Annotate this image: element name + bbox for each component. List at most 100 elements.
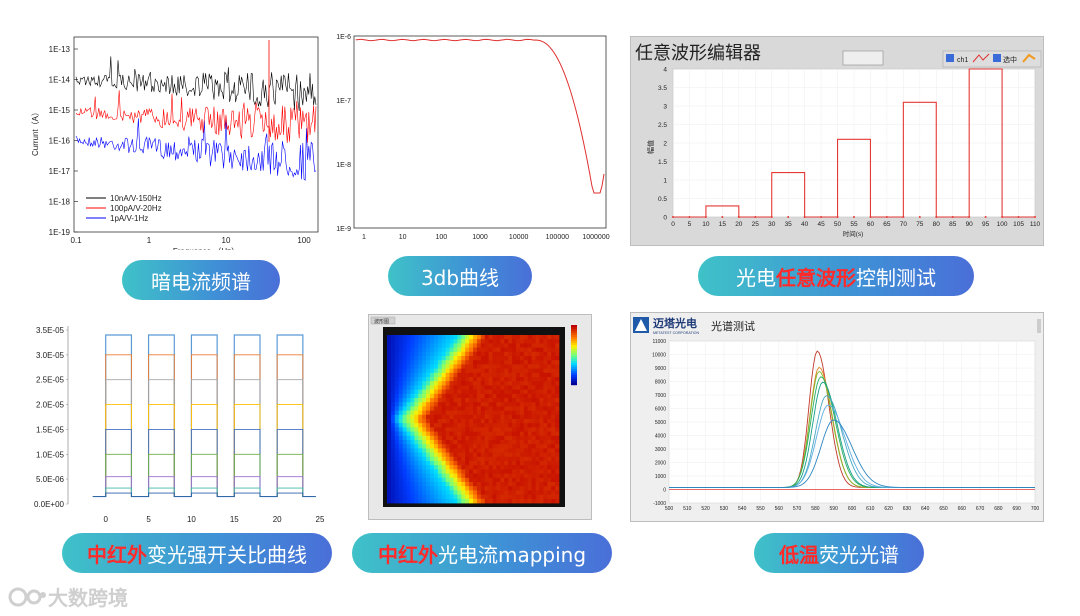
heatmap-cell (430, 351, 435, 357)
heatmap-cell (539, 347, 544, 353)
heatmap-cell (500, 381, 505, 386)
heatmap-cell (430, 427, 435, 432)
heatmap-cell (508, 339, 513, 344)
heatmap-cell (535, 351, 540, 357)
heatmap-cell (484, 482, 490, 487)
waveform-point (836, 216, 839, 218)
heatmap-cell (519, 465, 525, 470)
heatmap-cell (441, 498, 447, 504)
heatmap-cell (516, 494, 521, 500)
heatmap-cell (531, 444, 536, 449)
heatmap-cell (410, 469, 415, 474)
heatmap-cell (465, 435, 470, 441)
heatmap-cell (480, 448, 486, 453)
heatmap-cell (437, 414, 443, 420)
heatmap-cell (418, 435, 423, 441)
heatmap-cell (410, 419, 415, 424)
heatmap-cell (441, 473, 447, 479)
x-tick-label: 0 (103, 515, 108, 524)
heatmap-cell (441, 486, 447, 491)
heatmap-cell (394, 351, 400, 357)
heatmap-cell (519, 482, 525, 487)
heatmap-cell (387, 335, 392, 340)
heatmap-cell (422, 423, 427, 428)
heatmap-cell (457, 469, 462, 474)
heatmap-cell (437, 469, 443, 474)
x-tick-label: 580 (811, 506, 820, 512)
heatmap-cell (402, 402, 407, 407)
heatmap-cell (449, 444, 454, 449)
heatmap-cell (445, 368, 450, 374)
heatmap-cell (539, 431, 544, 437)
heatmap-cell (555, 335, 560, 340)
heatmap-cell (430, 398, 435, 403)
heatmap-cell (437, 477, 443, 483)
heatmap-cell (433, 482, 439, 487)
heatmap-cell (433, 402, 439, 407)
heatmap-cell (461, 351, 466, 357)
heatmap-cell (414, 410, 419, 416)
heatmap-cell (394, 440, 400, 445)
heatmap-cell (394, 456, 400, 462)
heatmap-cell (387, 486, 392, 491)
heatmap-cell (519, 335, 525, 340)
heatmap-cell (426, 427, 431, 432)
heatmap-cell (433, 381, 439, 386)
heatmap-cell (430, 406, 435, 411)
heatmap-cell (535, 347, 540, 353)
heatmap-cell (531, 377, 536, 382)
heatmap-cell (390, 368, 396, 374)
heatmap-cell (480, 414, 486, 420)
x-tick-label: 640 (921, 506, 930, 512)
heatmap-cell (492, 477, 497, 483)
heatmap-cell (531, 498, 536, 504)
heatmap-cell (496, 414, 501, 420)
heatmap-cell (508, 360, 513, 365)
heatmap-cell (480, 465, 486, 470)
heatmap-cell (551, 406, 556, 411)
heatmap-cell (394, 444, 400, 449)
heatmap-cell (512, 494, 517, 500)
heatmap-cell (551, 356, 556, 361)
heatmap-cell (414, 414, 419, 420)
heatmap-cell (461, 398, 466, 403)
x-tick-label: 540 (738, 506, 747, 512)
heatmap-cell (441, 389, 447, 395)
waveform-point (1001, 216, 1004, 218)
heatmap-cell (394, 477, 400, 483)
heatmap-cell (457, 385, 462, 390)
heatmap-cell (461, 368, 466, 374)
heatmap-cell (476, 448, 482, 453)
heatmap-cell (390, 372, 396, 378)
heatmap-cell (441, 335, 447, 340)
heatmap-cell (465, 414, 470, 420)
heatmap-cell (547, 381, 552, 386)
heatmap-cell (449, 339, 454, 344)
x-tick-label: 500 (665, 506, 674, 512)
heatmap-cell (457, 414, 462, 420)
heatmap-cell (433, 372, 439, 378)
heatmap-cell (523, 435, 529, 441)
heatmap-cell (476, 444, 482, 449)
heatmap-cell (398, 372, 404, 378)
heatmap-cell (484, 398, 490, 403)
heatmap-cell (449, 435, 454, 441)
heatmap-cell (426, 398, 431, 403)
heatmap-cell (488, 465, 493, 470)
heatmap-cell (437, 444, 443, 449)
heatmap-cell (422, 339, 427, 344)
heatmap-cell (476, 419, 482, 424)
heatmap-cell (453, 381, 458, 386)
heatmap-cell (445, 423, 450, 428)
switch-series-8 (92, 492, 316, 497)
heatmap-cell (430, 381, 435, 386)
heatmap-cell (449, 385, 454, 390)
heatmap-cell (476, 456, 482, 462)
heatmap-cell (484, 498, 490, 504)
colorbar-segment (571, 357, 577, 360)
heatmap-cell (441, 372, 447, 378)
heatmap-cell (469, 461, 474, 466)
heatmap-cell (418, 473, 423, 479)
heatmap-cell (430, 444, 435, 449)
heatmap-cell (457, 381, 462, 386)
